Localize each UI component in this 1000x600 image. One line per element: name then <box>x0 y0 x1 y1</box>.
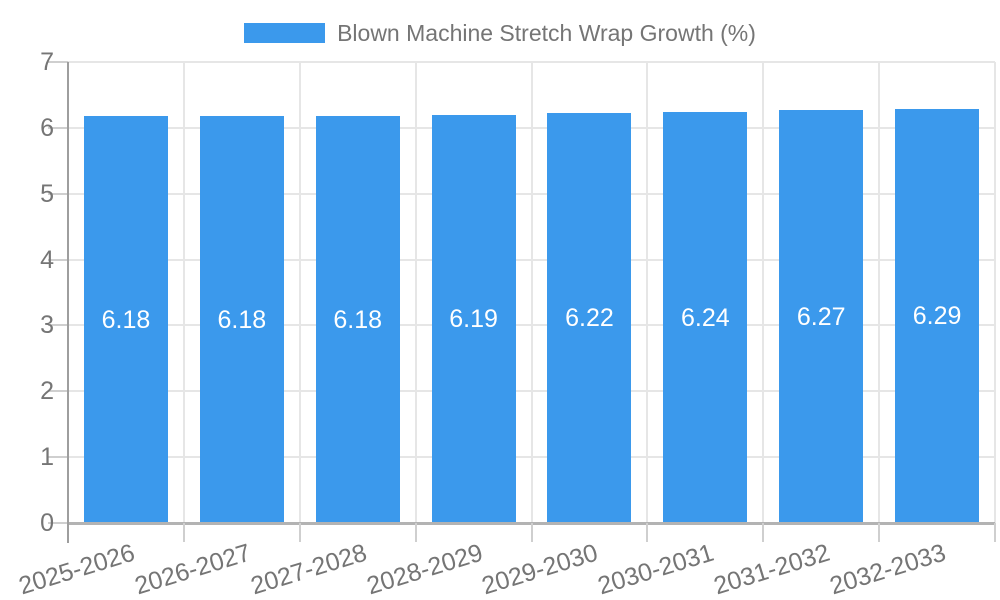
y-axis-label: 4 <box>40 245 54 274</box>
y-axis-tick <box>48 258 68 261</box>
bar-value-label: 6.18 <box>217 305 267 334</box>
bar-value-label: 6.18 <box>333 305 383 334</box>
y-axis-label: 6 <box>40 113 54 142</box>
gridline-vertical <box>298 62 301 523</box>
legend-swatch <box>244 23 326 43</box>
y-axis-tick <box>48 456 68 459</box>
bar-value-label: 6.24 <box>680 303 730 332</box>
y-axis-label: 1 <box>40 443 54 472</box>
bar[interactable] <box>315 116 400 523</box>
x-axis-tick <box>646 523 649 542</box>
gridline-vertical <box>878 62 881 523</box>
gridline-vertical <box>762 62 765 523</box>
y-axis-label: 3 <box>40 311 54 340</box>
y-axis-tick <box>48 522 68 524</box>
bar[interactable] <box>83 116 168 523</box>
bar[interactable] <box>895 108 980 523</box>
bar[interactable] <box>547 113 632 523</box>
bar[interactable] <box>663 112 748 523</box>
x-axis-tick <box>994 523 996 542</box>
bar-value-label: 6.29 <box>912 301 962 330</box>
gridline-vertical <box>530 62 533 523</box>
x-axis-tick <box>182 523 185 542</box>
legend-label: Blown Machine Stretch Wrap Growth (%) <box>337 20 756 46</box>
x-axis-tick <box>878 523 881 542</box>
bar-value-label: 6.18 <box>101 305 151 334</box>
x-axis-tick <box>414 523 417 542</box>
y-axis-tick <box>48 126 68 129</box>
bar[interactable] <box>431 115 516 523</box>
x-axis-tick <box>530 523 533 542</box>
bar[interactable] <box>199 116 284 523</box>
y-axis-label: 2 <box>40 377 54 406</box>
gridline-vertical <box>646 62 649 523</box>
y-axis-label: 0 <box>40 509 54 537</box>
gridline-vertical <box>182 62 185 523</box>
y-axis-tick <box>48 192 68 195</box>
x-axis-tick <box>762 523 765 542</box>
legend: Blown Machine Stretch Wrap Growth (%) <box>0 20 1000 46</box>
y-axis-tick <box>48 61 68 63</box>
y-axis-line <box>67 62 69 543</box>
y-axis-tick <box>48 324 68 327</box>
x-axis-tick <box>298 523 301 542</box>
gridline-vertical <box>414 62 417 523</box>
bar-value-label: 6.19 <box>449 305 498 334</box>
gridline-vertical <box>994 62 996 523</box>
y-axis-tick <box>48 390 68 393</box>
y-axis-label: 7 <box>40 48 54 76</box>
bar-value-label: 6.27 <box>796 302 846 331</box>
bar-value-label: 6.22 <box>565 304 614 333</box>
bar[interactable] <box>779 110 864 523</box>
y-axis-label: 5 <box>40 179 54 208</box>
